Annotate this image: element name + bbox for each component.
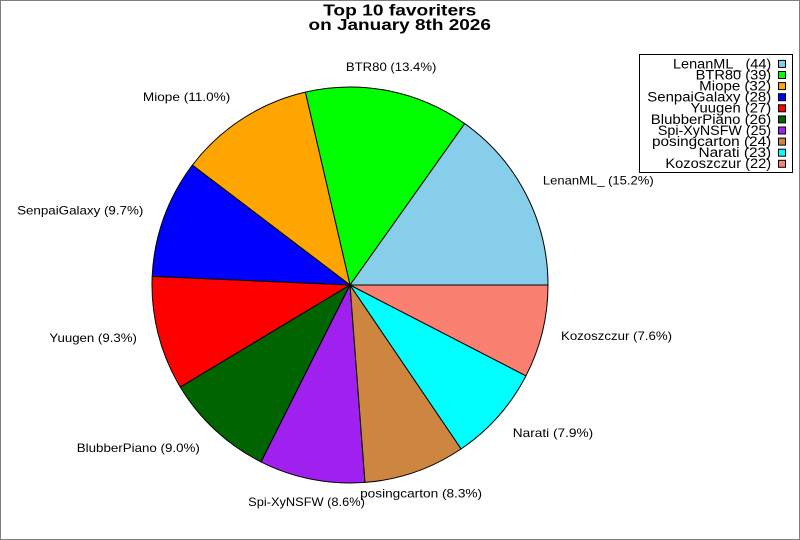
svg-text:Spi-XyNSFW (8.6%): Spi-XyNSFW (8.6%) [248,495,365,509]
svg-text:posingcarton (8.3%): posingcarton (8.3%) [360,487,482,501]
svg-text:Top 10 favoriters: Top 10 favoriters [323,3,476,20]
svg-text:SenpaiGalaxy (9.7%): SenpaiGalaxy (9.7%) [17,203,143,217]
svg-text:Yuugen (27): Yuugen (27) [691,101,772,116]
svg-text:Spi-XyNSFW (25): Spi-XyNSFW (25) [658,123,771,138]
svg-text:BTR80 (39): BTR80 (39) [696,67,772,82]
svg-text:Yuugen (9.3%): Yuugen (9.3%) [49,331,137,345]
svg-text:BTR80 (13.4%): BTR80 (13.4%) [346,60,437,74]
svg-text:posingcarton (24): posingcarton (24) [652,134,771,149]
svg-text:BlubberPiano (26): BlubberPiano (26) [651,112,771,127]
svg-text:Kozoszczur (7.6%): Kozoszczur (7.6%) [561,329,672,343]
svg-text:LenanML_ (15.2%): LenanML_ (15.2%) [543,173,654,187]
svg-text:SenpaiGalaxy (28): SenpaiGalaxy (28) [647,90,771,105]
svg-text:Narati (7.9%): Narati (7.9%) [513,426,593,440]
svg-text:Kozoszczur (22): Kozoszczur (22) [665,156,771,171]
svg-text:on January 8th 2026: on January 8th 2026 [309,17,492,34]
svg-text:Narati (23): Narati (23) [699,145,772,160]
svg-text:LenanML_ (44): LenanML_ (44) [673,56,771,71]
svg-text:BlubberPiano (9.0%): BlubberPiano (9.0%) [77,441,200,455]
svg-text:Miope (32): Miope (32) [699,79,771,94]
svg-text:Miope (11.0%): Miope (11.0%) [143,90,230,104]
